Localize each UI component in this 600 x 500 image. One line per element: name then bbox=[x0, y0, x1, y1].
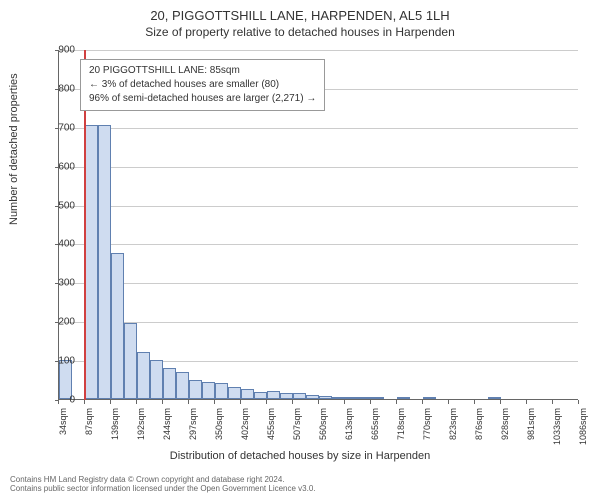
histogram-bar bbox=[228, 387, 241, 399]
y-tick-label: 800 bbox=[45, 83, 75, 94]
x-tick-mark bbox=[266, 400, 267, 404]
histogram-bar bbox=[202, 382, 215, 400]
x-tick-label: 823sqm bbox=[448, 408, 458, 448]
x-tick-mark bbox=[136, 400, 137, 404]
chart-title-sub: Size of property relative to detached ho… bbox=[0, 23, 600, 39]
histogram-bar bbox=[319, 396, 332, 399]
histogram-bar bbox=[306, 395, 319, 399]
x-axis-label: Distribution of detached houses by size … bbox=[0, 450, 600, 462]
grid-line bbox=[59, 244, 578, 245]
y-tick-label: 100 bbox=[45, 356, 75, 367]
y-axis-label: Number of detached properties bbox=[8, 73, 20, 225]
x-tick-label: 876sqm bbox=[474, 408, 484, 448]
histogram-bar bbox=[254, 392, 267, 399]
x-tick-mark bbox=[422, 400, 423, 404]
x-tick-mark bbox=[344, 400, 345, 404]
histogram-bar bbox=[358, 397, 371, 399]
footer-line-1: Contains HM Land Registry data © Crown c… bbox=[10, 475, 316, 485]
grid-line bbox=[59, 167, 578, 168]
x-tick-label: 981sqm bbox=[526, 408, 536, 448]
histogram-bar bbox=[345, 397, 358, 399]
x-tick-label: 297sqm bbox=[188, 408, 198, 448]
x-tick-mark bbox=[214, 400, 215, 404]
x-tick-label: 1033sqm bbox=[552, 408, 562, 448]
histogram-bar bbox=[111, 253, 124, 399]
histogram-bar bbox=[371, 397, 384, 399]
histogram-bar bbox=[293, 393, 306, 399]
x-tick-label: 244sqm bbox=[162, 408, 172, 448]
histogram-bar bbox=[189, 380, 202, 399]
x-tick-label: 770sqm bbox=[422, 408, 432, 448]
x-tick-mark bbox=[292, 400, 293, 404]
x-tick-mark bbox=[500, 400, 501, 404]
x-tick-label: 718sqm bbox=[396, 408, 406, 448]
chart-title-main: 20, PIGGOTTSHILL LANE, HARPENDEN, AL5 1L… bbox=[0, 0, 600, 23]
histogram-bar bbox=[98, 125, 111, 399]
x-tick-mark bbox=[240, 400, 241, 404]
x-tick-mark bbox=[370, 400, 371, 404]
x-tick-mark bbox=[448, 400, 449, 404]
y-tick-label: 600 bbox=[45, 161, 75, 172]
x-tick-label: 665sqm bbox=[370, 408, 380, 448]
histogram-bar bbox=[150, 360, 163, 399]
x-tick-mark bbox=[162, 400, 163, 404]
x-tick-label: 402sqm bbox=[240, 408, 250, 448]
info-line-3: 96% of semi-detached houses are larger (… bbox=[89, 92, 316, 106]
x-tick-mark bbox=[84, 400, 85, 404]
x-tick-label: 507sqm bbox=[292, 408, 302, 448]
grid-line bbox=[59, 283, 578, 284]
x-tick-label: 34sqm bbox=[58, 408, 68, 448]
info-box: 20 PIGGOTTSHILL LANE: 85sqm ← 3% of deta… bbox=[80, 59, 325, 111]
grid-line bbox=[59, 206, 578, 207]
x-tick-label: 560sqm bbox=[318, 408, 328, 448]
x-tick-label: 928sqm bbox=[500, 408, 510, 448]
info-line-1: 20 PIGGOTTSHILL LANE: 85sqm bbox=[89, 64, 316, 78]
histogram-bar bbox=[241, 389, 254, 399]
y-tick-label: 300 bbox=[45, 278, 75, 289]
info-line-2: ← 3% of detached houses are smaller (80) bbox=[89, 78, 316, 92]
histogram-bar bbox=[488, 397, 501, 399]
y-tick-label: 200 bbox=[45, 317, 75, 328]
x-tick-label: 139sqm bbox=[110, 408, 120, 448]
x-tick-label: 613sqm bbox=[344, 408, 354, 448]
grid-line bbox=[59, 322, 578, 323]
x-tick-label: 350sqm bbox=[214, 408, 224, 448]
x-tick-mark bbox=[578, 400, 579, 404]
histogram-bar bbox=[280, 393, 293, 399]
histogram-bar bbox=[137, 352, 150, 399]
x-tick-label: 192sqm bbox=[136, 408, 146, 448]
x-tick-mark bbox=[110, 400, 111, 404]
y-tick-label: 700 bbox=[45, 122, 75, 133]
x-tick-mark bbox=[318, 400, 319, 404]
grid-line bbox=[59, 128, 578, 129]
footer-attribution: Contains HM Land Registry data © Crown c… bbox=[10, 475, 316, 494]
histogram-bar bbox=[163, 368, 176, 399]
histogram-bar bbox=[397, 397, 410, 399]
x-tick-mark bbox=[58, 400, 59, 404]
histogram-bar bbox=[267, 391, 280, 399]
histogram-bar bbox=[215, 383, 228, 399]
footer-line-2: Contains public sector information licen… bbox=[10, 484, 316, 494]
x-tick-mark bbox=[474, 400, 475, 404]
y-tick-label: 900 bbox=[45, 45, 75, 56]
x-tick-mark bbox=[552, 400, 553, 404]
histogram-bar bbox=[332, 397, 345, 399]
x-tick-label: 87sqm bbox=[84, 408, 94, 448]
x-tick-label: 455sqm bbox=[266, 408, 276, 448]
y-tick-label: 0 bbox=[45, 395, 75, 406]
y-tick-label: 500 bbox=[45, 200, 75, 211]
histogram-bar bbox=[85, 125, 98, 399]
grid-line bbox=[59, 50, 578, 51]
x-tick-mark bbox=[526, 400, 527, 404]
x-tick-label: 1086sqm bbox=[578, 408, 588, 448]
x-tick-mark bbox=[188, 400, 189, 404]
y-tick-label: 400 bbox=[45, 239, 75, 250]
histogram-bar bbox=[423, 397, 436, 399]
x-tick-mark bbox=[396, 400, 397, 404]
histogram-bar bbox=[176, 372, 189, 399]
histogram-bar bbox=[124, 323, 137, 399]
